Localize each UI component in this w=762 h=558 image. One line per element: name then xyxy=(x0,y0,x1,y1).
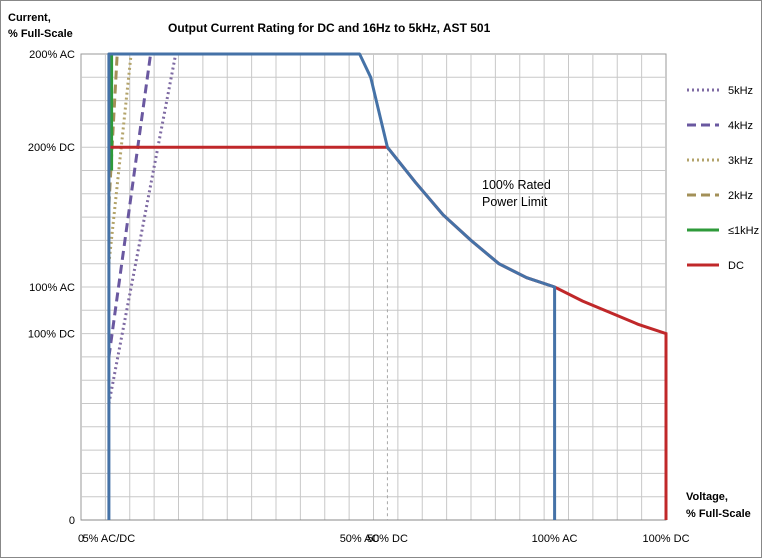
x-axis-title-line2: % Full-Scale xyxy=(686,508,751,520)
y-tick-label: 100% AC xyxy=(29,282,75,294)
ac-envelope-line xyxy=(107,52,557,520)
legend-label: 2kHz xyxy=(728,190,753,202)
y-tick-label: 200% DC xyxy=(28,142,75,154)
series-line-3kHz xyxy=(107,53,133,264)
legend-label: 5kHz xyxy=(728,85,753,97)
power-limit-annotation-line1: 100% Rated xyxy=(482,178,551,192)
x-tick-label: 50% AC xyxy=(340,533,380,545)
legend-label: ≤1kHz xyxy=(728,225,759,237)
y-axis-title-line2: % Full-Scale xyxy=(8,28,73,40)
y-axis-title-line1: Current, xyxy=(8,12,51,24)
legend-label: 4kHz xyxy=(728,120,753,132)
y-tick-label: 0 xyxy=(69,515,75,527)
x-tick-label: 0 xyxy=(78,533,84,545)
x-axis-title-line1: Voltage, xyxy=(686,491,728,503)
x-tick-label: 5% AC/DC xyxy=(83,533,136,545)
x-tick-label: 100% AC xyxy=(532,533,578,545)
chart-title: Output Current Rating for DC and 16Hz to… xyxy=(168,21,491,35)
y-tick-label: 100% DC xyxy=(28,329,75,341)
legend-label: DC xyxy=(728,260,744,272)
x-tick-label: 100% DC xyxy=(642,533,689,545)
plot-lines xyxy=(107,52,668,520)
y-tick-label: 200% AC xyxy=(29,49,75,61)
gridlines xyxy=(80,53,667,521)
legend-label: 3kHz xyxy=(728,155,753,167)
power-limit-annotation-line2: Power Limit xyxy=(482,195,548,209)
legend: 5kHz 4kHz 3kHz 2kHz ≤1kHz DC xyxy=(687,85,759,272)
series-line-5kHz xyxy=(107,53,178,404)
x-tick-label: 50% DC xyxy=(367,533,408,545)
series-line-4kHz xyxy=(107,53,153,358)
